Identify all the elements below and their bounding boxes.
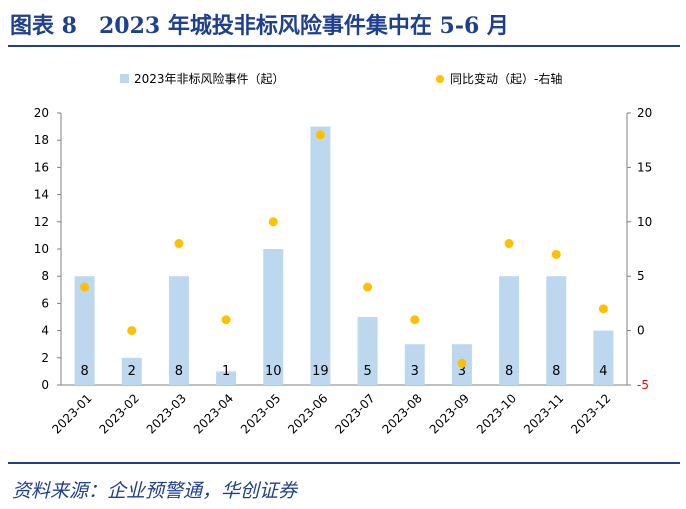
bar (499, 276, 520, 385)
left-tick-label: 20 (34, 106, 49, 120)
bar-value-label: 5 (363, 364, 371, 379)
bar-value-label: 4 (599, 364, 607, 379)
left-tick-label: 10 (34, 242, 49, 256)
bar-value-label: 3 (458, 364, 466, 379)
scatter-point (457, 358, 467, 368)
scatter-point (315, 130, 325, 140)
right-tick-label: 15 (637, 160, 652, 174)
bar (546, 276, 567, 385)
legend-bar-swatch (120, 74, 129, 83)
x-tick-label: 2023-04 (191, 391, 236, 436)
scatter-point (127, 326, 137, 336)
right-tick-label: 10 (637, 215, 652, 229)
title-rule (8, 45, 680, 47)
left-tick-label: 0 (41, 378, 49, 392)
scatter-point (221, 315, 231, 325)
left-tick-label: 6 (41, 296, 49, 310)
x-tick-label: 2023-01 (49, 391, 94, 436)
bar-value-label: 8 (552, 364, 560, 379)
bar-value-label: 19 (312, 364, 329, 379)
right-tick-label: 20 (637, 106, 652, 120)
left-tick-label: 18 (34, 133, 49, 147)
legend-bar-label: 2023年非标风险事件（起） (134, 71, 285, 86)
bar (357, 317, 378, 385)
scatter-point (551, 249, 561, 259)
source-rule (8, 462, 680, 464)
bar-value-label: 2 (128, 364, 136, 379)
scatter-point (504, 239, 514, 249)
bar-value-label: 8 (175, 364, 183, 379)
left-tick-label: 4 (41, 324, 49, 338)
bar-value-label: 8 (80, 364, 88, 379)
x-tick-label: 2023-09 (427, 391, 472, 436)
scatter-point (410, 315, 420, 325)
bar (121, 357, 142, 385)
scatter-point (174, 239, 184, 249)
x-tick-label: 2023-05 (238, 391, 283, 436)
left-tick-label: 2 (41, 351, 49, 365)
scatter-point (268, 217, 278, 227)
scatter-point (598, 304, 608, 314)
x-tick-label: 2023-11 (521, 391, 566, 436)
bar-value-label: 3 (411, 364, 419, 379)
bar (593, 330, 614, 385)
bar (74, 276, 95, 385)
x-tick-label: 2023-03 (144, 391, 189, 436)
bar (168, 276, 189, 385)
x-tick-label: 2023-06 (285, 391, 330, 436)
bar (216, 371, 237, 385)
x-tick-label: 2023-02 (97, 391, 142, 436)
source-note: 资料来源：企业预警通，华创证券 (12, 480, 298, 502)
legend-scatter-label: 同比变动（起）-右轴 (450, 71, 562, 86)
left-tick-label: 14 (34, 188, 49, 202)
legend-scatter-swatch (436, 75, 444, 83)
scatter-point (363, 282, 373, 292)
x-tick-label: 2023-12 (568, 391, 613, 436)
left-tick-label: 8 (41, 269, 49, 283)
x-tick-label: 2023-08 (380, 391, 425, 436)
bar (263, 249, 284, 385)
bar-value-label: 8 (505, 364, 513, 379)
x-tick-label: 2023-10 (474, 391, 519, 436)
bar (404, 344, 425, 385)
left-tick-label: 12 (34, 215, 49, 229)
right-tick-label: 0 (637, 324, 645, 338)
x-tick-label: 2023-07 (332, 391, 377, 436)
bar (310, 126, 331, 385)
bar-value-label: 1 (222, 364, 230, 379)
scatter-point (80, 282, 90, 292)
left-tick-label: 16 (34, 160, 49, 174)
bar-value-label: 10 (265, 364, 282, 379)
right-tick-label: 5 (637, 269, 645, 283)
figure-title: 图表 8 2023 年城投非标风险事件集中在 5-6 月 (10, 13, 509, 39)
right-tick-label: -5 (637, 378, 649, 392)
